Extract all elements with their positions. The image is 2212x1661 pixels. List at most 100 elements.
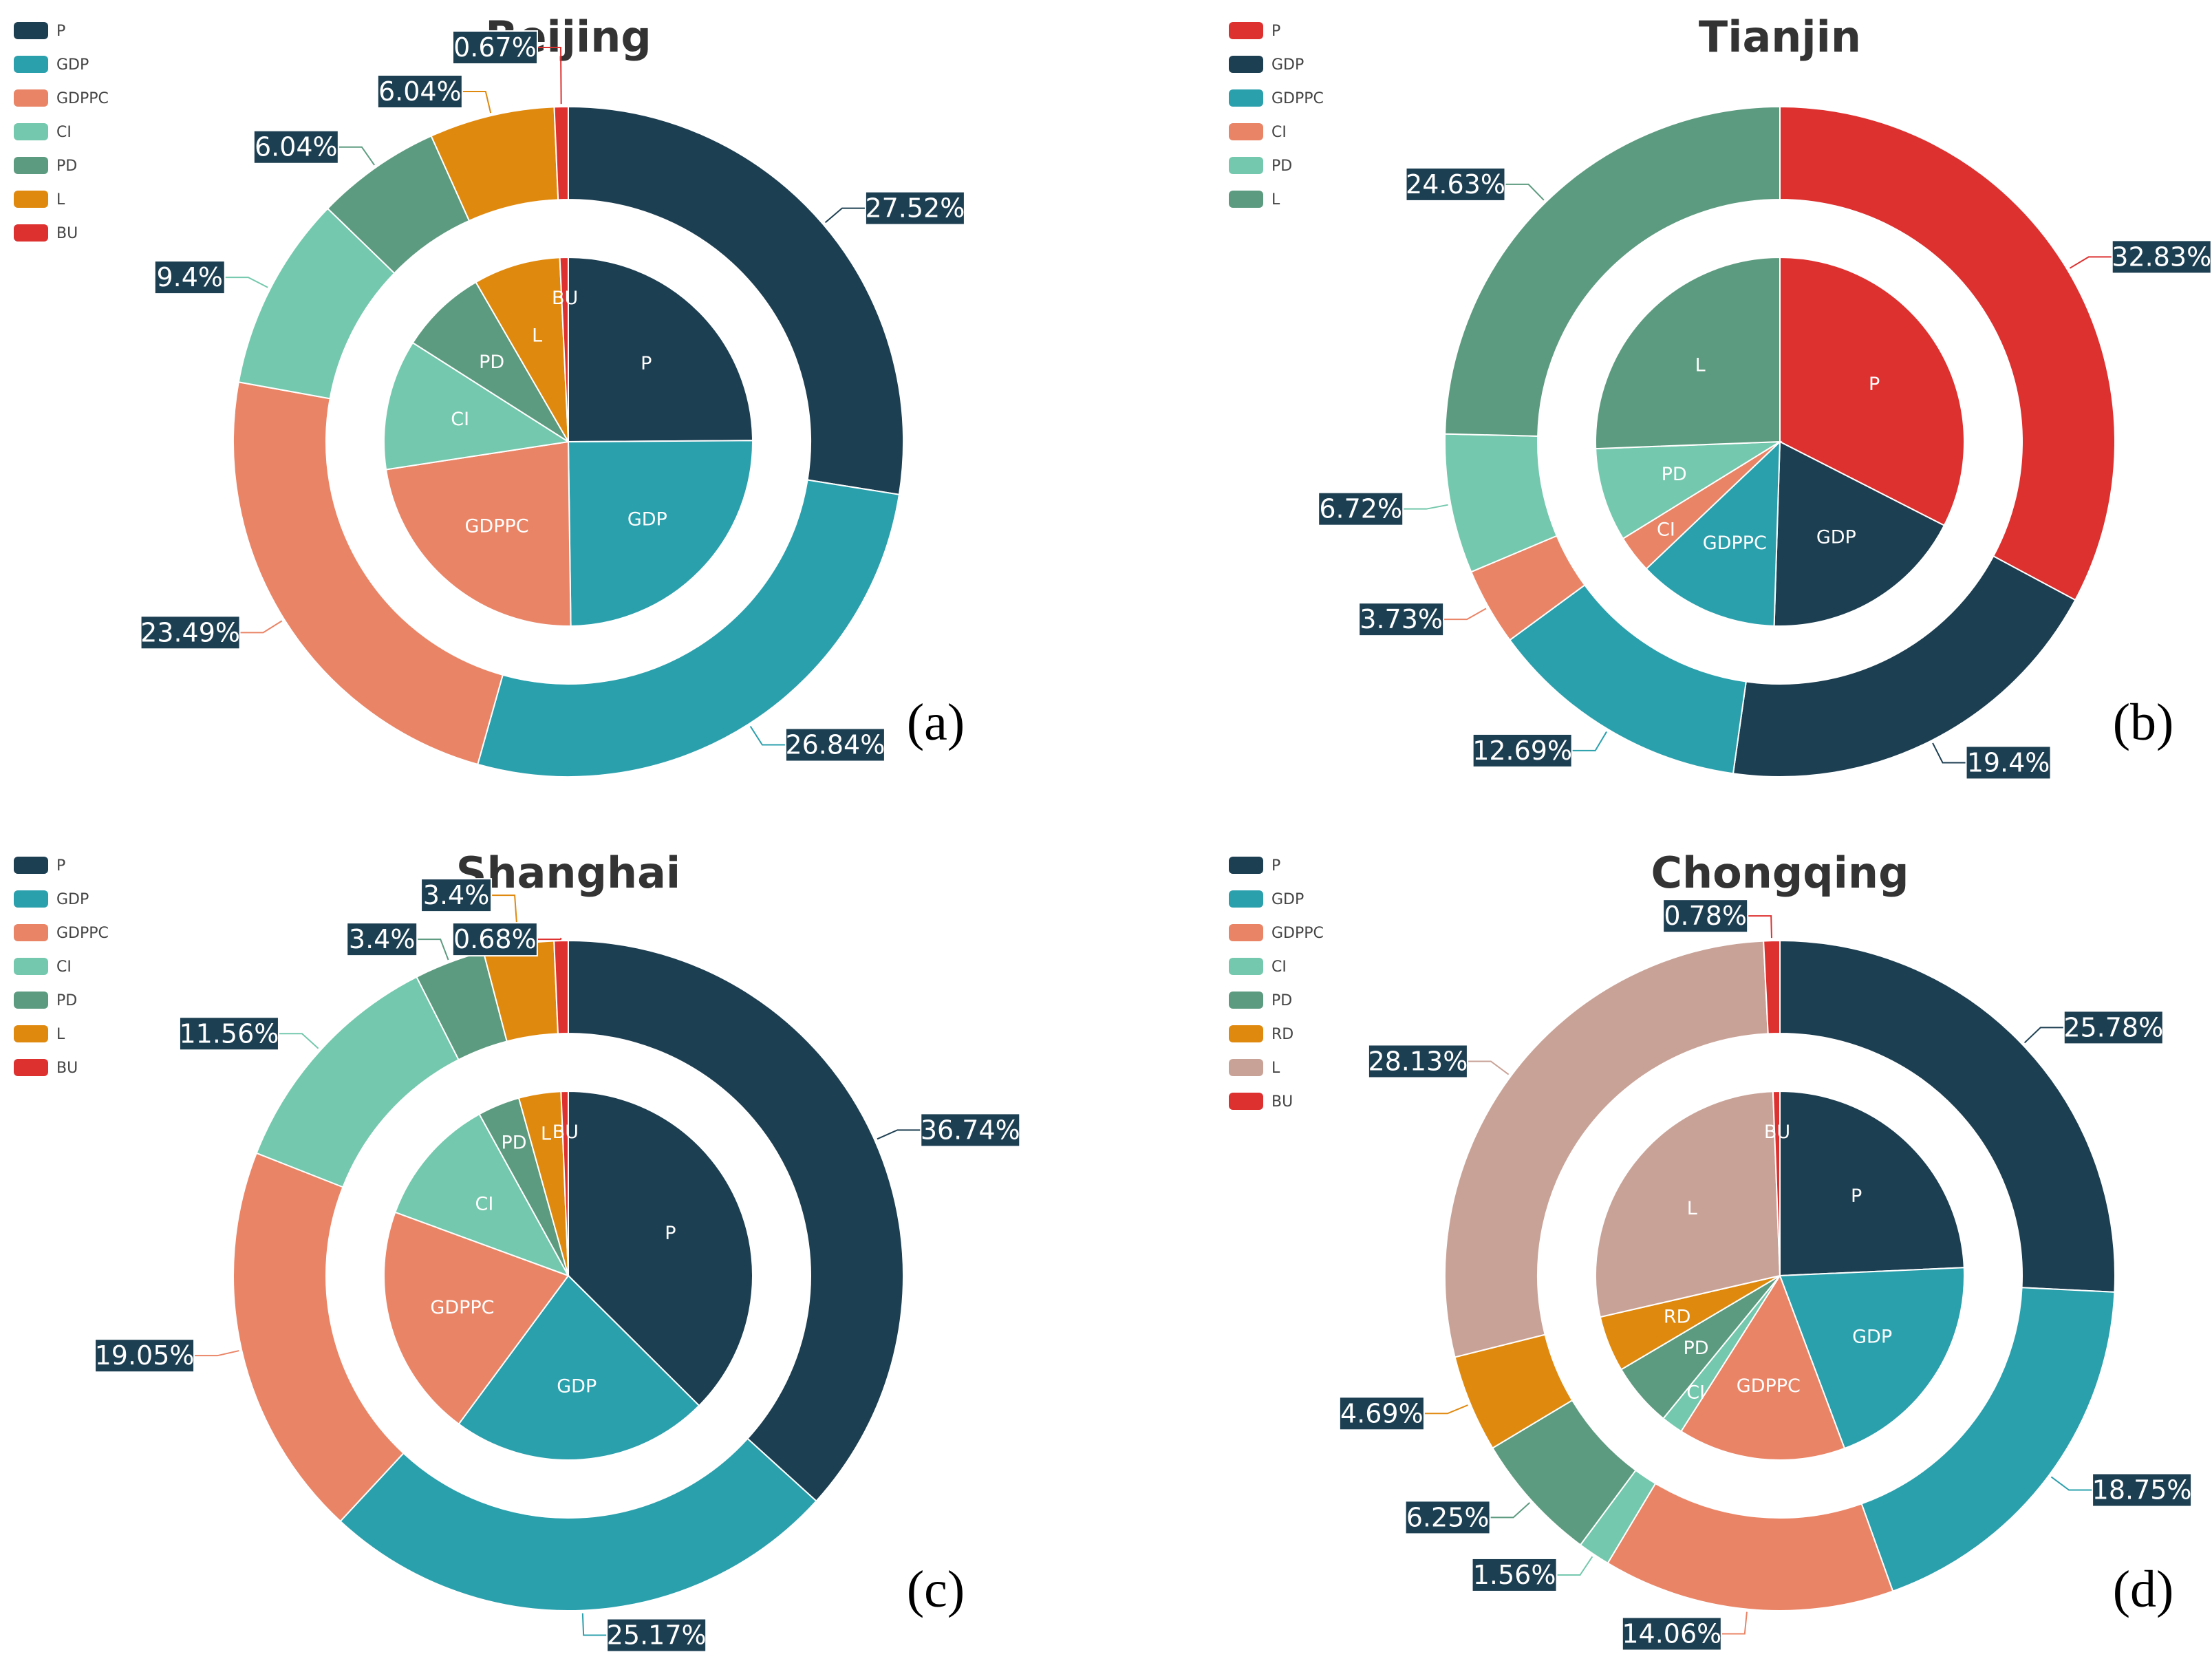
legend-item-ci[interactable]: CI — [14, 123, 72, 141]
legend-item-gdppc[interactable]: GDPPC — [1229, 89, 1324, 107]
legend-item-p[interactable]: P — [1229, 857, 1280, 875]
label-leader-line — [1748, 915, 1772, 939]
inner-label-p: P — [665, 1223, 676, 1244]
percent-label-text: 25.78% — [2063, 1012, 2163, 1042]
percent-label-box — [2092, 1472, 2193, 1508]
inner-slice-bu[interactable] — [1772, 1090, 1781, 1276]
legend-item-p[interactable]: P — [1229, 22, 1280, 40]
outer-slice-gdppc[interactable] — [233, 381, 504, 766]
legend-label: BU — [1271, 1093, 1293, 1111]
inner-slice-gdp[interactable] — [458, 1274, 700, 1461]
legend-item-ci[interactable]: CI — [14, 958, 72, 976]
outer-slice-bu[interactable] — [1763, 939, 1781, 1035]
inner-slice-gdppc[interactable] — [383, 1211, 570, 1425]
inner-slice-gdppc[interactable] — [1680, 1274, 1846, 1461]
legend-item-pd[interactable]: PD — [1229, 157, 1292, 175]
inner-slice-l[interactable] — [475, 257, 569, 442]
outer-label-p: 25.78% — [2063, 1010, 2164, 1045]
legend-item-ci[interactable]: CI — [1229, 958, 1287, 976]
label-leader-line — [1490, 1502, 1530, 1519]
outer-slice-l[interactable] — [1444, 105, 1781, 437]
outer-slice-p[interactable] — [1779, 105, 2116, 601]
outer-slice-gdp[interactable] — [1860, 1287, 2116, 1592]
inner-slice-bu[interactable] — [559, 256, 569, 442]
inner-slice-l[interactable] — [1595, 256, 1781, 450]
legend-item-gdp[interactable]: GDP — [1229, 56, 1304, 74]
legend[interactable]: P GDP GDPPC CI PD RD L BU — [1229, 857, 1324, 1111]
inner-slice-gdppc[interactable] — [385, 440, 572, 627]
legend-label: GDP — [56, 56, 89, 74]
inner-slice-gdppc[interactable] — [1645, 440, 1781, 627]
legend-item-l[interactable]: L — [14, 191, 65, 208]
legend-label: P — [56, 23, 65, 40]
inner-slice-gdp[interactable] — [567, 440, 753, 627]
legend-item-gdppc[interactable]: GDPPC — [14, 924, 109, 942]
percent-label-box — [606, 1618, 707, 1653]
inner-slice-l[interactable] — [1595, 1091, 1781, 1318]
inner-slice-p[interactable] — [568, 1090, 753, 1407]
outer-slice-gdp[interactable] — [1732, 555, 2076, 778]
inner-slice-p[interactable] — [1779, 1090, 1965, 1277]
legend-item-gdp[interactable]: GDP — [14, 56, 89, 74]
percent-label-text: 14.06% — [1622, 1618, 1721, 1649]
outer-slice-p[interactable] — [1779, 939, 2116, 1293]
legend-item-pd[interactable]: PD — [14, 157, 77, 175]
outer-slice-bu[interactable] — [553, 939, 569, 1035]
outer-label-gdppc: 23.49% — [140, 615, 241, 650]
inner-label-bu: BU — [552, 288, 578, 309]
legend-swatch — [1229, 924, 1263, 941]
legend-item-bu[interactable]: BU — [1229, 1093, 1293, 1111]
legend[interactable]: P GDP GDPPC CI PD L BU — [14, 857, 109, 1077]
legend-label: PD — [56, 158, 77, 175]
legend[interactable]: P GDP GDPPC CI PD L BU — [14, 22, 109, 242]
legend-swatch — [14, 89, 48, 107]
inner-label-bu: BU — [552, 1122, 579, 1143]
outer-label-p: 32.83% — [2111, 239, 2212, 275]
label-leader-line — [224, 277, 268, 288]
inner-slice-ci[interactable] — [383, 341, 570, 471]
inner-label-gdp: GDP — [1852, 1327, 1892, 1348]
label-leader-line — [537, 937, 562, 941]
outer-slice-gdp[interactable] — [339, 1437, 817, 1611]
inner-slice-gdp[interactable] — [1779, 1267, 1965, 1450]
legend-item-p[interactable]: P — [14, 22, 65, 40]
outer-slice-bu[interactable] — [553, 105, 569, 201]
inner-slice-pd[interactable] — [1595, 440, 1783, 540]
label-leader-line — [1932, 742, 1966, 764]
legend[interactable]: P GDP GDPPC CI PD L — [1229, 22, 1324, 208]
inner-label-pd: PD — [479, 352, 504, 373]
inner-slice-p[interactable] — [568, 256, 753, 443]
legend-item-bu[interactable]: BU — [14, 224, 78, 242]
outer-label-pd: 3.4% — [346, 922, 418, 957]
legend-item-p[interactable]: P — [14, 857, 65, 875]
outer-slice-p[interactable] — [568, 105, 904, 495]
percent-label-text: 9.4% — [156, 262, 223, 292]
legend-item-l[interactable]: L — [1229, 1059, 1280, 1077]
outer-slice-gdppc[interactable] — [1607, 1482, 1894, 1611]
outer-label-bu: 0.78% — [1662, 899, 1749, 934]
percent-label-text: 4.69% — [1340, 1398, 1424, 1428]
outer-slice-p[interactable] — [568, 939, 904, 1502]
legend-item-gdp[interactable]: GDP — [1229, 890, 1304, 908]
inner-slice-gdp[interactable] — [1773, 440, 1946, 627]
legend-item-ci[interactable]: CI — [1229, 123, 1287, 141]
legend-item-rd[interactable]: RD — [1229, 1025, 1293, 1043]
legend-item-l[interactable]: L — [1229, 191, 1280, 208]
legend-item-gdppc[interactable]: GDPPC — [1229, 924, 1324, 942]
legend-item-pd[interactable]: PD — [14, 992, 77, 1009]
legend-label: GDP — [1271, 56, 1304, 74]
legend-item-gdp[interactable]: GDP — [14, 890, 89, 908]
inner-slice-p[interactable] — [1779, 256, 1965, 527]
inner-slice-pd[interactable] — [411, 281, 569, 442]
legend-item-gdppc[interactable]: GDPPC — [14, 89, 109, 107]
outer-slice-gdp[interactable] — [477, 479, 901, 778]
outer-label-rd: 4.69% — [1338, 1396, 1425, 1431]
inner-slice-bu[interactable] — [560, 1090, 569, 1276]
outer-slice-gdppc[interactable] — [232, 1152, 405, 1523]
legend-label: L — [1271, 1060, 1280, 1077]
legend-item-bu[interactable]: BU — [14, 1059, 78, 1077]
inner-slice-ci[interactable] — [394, 1113, 570, 1277]
outer-slice-l[interactable] — [1444, 940, 1769, 1358]
legend-item-l[interactable]: L — [14, 1025, 65, 1043]
legend-item-pd[interactable]: PD — [1229, 992, 1292, 1009]
